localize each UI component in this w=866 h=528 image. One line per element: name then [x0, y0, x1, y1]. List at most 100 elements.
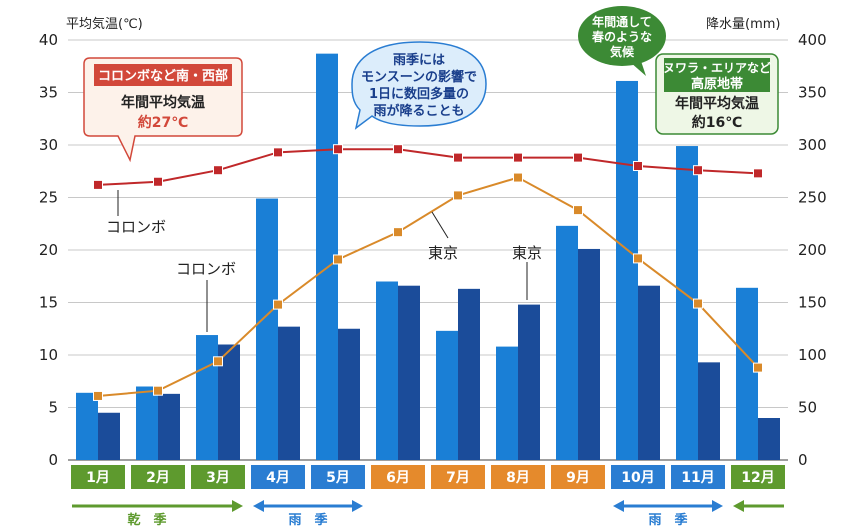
colombo-temp-point-9: [573, 152, 583, 163]
monsoon-bubble: 雨季には モンスーンの影響で 1日に数回多量の 雨が降ることも: [351, 41, 487, 130]
spring-line-1: 年間通して: [592, 14, 652, 29]
monsoon-line-1: 雨季には: [393, 52, 445, 68]
season-dry-1-arrowhead: [232, 500, 243, 512]
colombo-precip-bar-11: [676, 146, 698, 461]
colombo-precip-bar-10: [616, 80, 638, 460]
month-label-7: 7月: [446, 470, 470, 486]
month-label-1: 1月: [86, 470, 110, 486]
tokyo-precip-bar-12: [758, 418, 780, 460]
tokyo-temp-point-9: [573, 205, 583, 216]
spring-line-3: 気候: [610, 44, 635, 59]
tokyo-temp-point-4: [273, 299, 283, 310]
colombo-precip-bar-4: [256, 198, 278, 461]
colombo-callout-line1: 年間平均気温: [121, 94, 205, 111]
season-rain-1-label: 雨 季: [288, 512, 327, 528]
highland-callout-header-bg: [664, 58, 770, 92]
y-left-tick-15: 15: [39, 294, 58, 312]
month-box-5: [311, 465, 365, 489]
month-box-12: [731, 465, 785, 489]
month-box-7: [431, 465, 485, 489]
grid-lines: [68, 39, 788, 461]
colombo-temp-point-3: [213, 165, 223, 176]
tokyo-line-annotation: 東京: [428, 244, 458, 262]
tokyo-precip-bar-4: [278, 326, 300, 460]
month-label-3: 3月: [206, 470, 230, 486]
season-rain-1: 雨 季: [253, 500, 363, 528]
tokyo-temp-point-8: [513, 172, 523, 183]
colombo-temp-point-7: [453, 152, 463, 163]
series-annotations: コロンボ コロンボ 東京 東京: [106, 190, 542, 332]
month-label-10: 10月: [621, 470, 654, 486]
month-box-11: [671, 465, 725, 489]
colombo-precip-bar-7: [436, 330, 458, 460]
month-label-2: 2月: [146, 470, 170, 486]
y-right-tick-50: 50: [798, 399, 817, 417]
colombo-bar-annotation: コロンボ: [176, 260, 236, 278]
y-left-tick-35: 35: [39, 84, 58, 102]
season-rain-2-arrowhead-left: [613, 500, 624, 512]
monsoon-line-3: 1日に数回多量の: [369, 86, 469, 102]
spring-line-2: 春のような: [591, 29, 652, 44]
colombo-temp-point-4: [273, 147, 283, 158]
y-left-tick-25: 25: [39, 189, 58, 207]
month-label-4: 4月: [266, 470, 290, 486]
tokyo-precip-bar-1: [98, 412, 120, 460]
tokyo-temp-point-7: [453, 190, 463, 201]
colombo-precip-bar-2: [136, 386, 158, 460]
tokyo-precip-bar-5: [338, 328, 360, 460]
y-left-tick-40: 40: [39, 31, 58, 49]
colombo-temp-point-11: [693, 165, 703, 176]
temperature-lines: [93, 144, 763, 401]
y-right-tick-400: 400: [798, 31, 827, 49]
y-left-title: 平均気温(℃): [66, 16, 143, 32]
month-box-6: [371, 465, 425, 489]
colombo-precip-bar-6: [376, 281, 398, 460]
colombo-temp-line: [97, 148, 759, 186]
colombo-temp-point-10: [633, 161, 643, 171]
y-right-tick-200: 200: [798, 241, 827, 259]
month-label-12: 12月: [741, 470, 774, 486]
season-rain-1-arrowhead-left: [253, 500, 264, 512]
colombo-callout: コロンボなど南・西部 年間平均気温 約27℃: [83, 57, 243, 163]
colombo-callout-header-bg: [94, 64, 232, 86]
colombo-precip-bar-9: [556, 225, 578, 460]
colombo-callout-line2: 約27℃: [138, 114, 188, 131]
tokyo-temp-point-12: [753, 362, 763, 373]
tokyo-temp-point-1: [93, 390, 103, 401]
colombo-temp-point-2: [153, 176, 163, 187]
y-left-tick-10: 10: [39, 346, 58, 364]
tokyo-precip-bar-11: [698, 362, 720, 460]
month-label-6: 6月: [386, 470, 410, 486]
season-rain-2-arrowhead-right: [712, 500, 723, 512]
y-left-tick-0: 0: [48, 451, 58, 469]
month-label-11: 11月: [681, 470, 714, 486]
colombo-temp-point-12: [753, 168, 763, 179]
tokyo-precip-bar-10: [638, 285, 660, 460]
y-left-tick-30: 30: [39, 136, 58, 154]
highland-callout: ヌワラ・エリアなど 高原地帯 年間平均気温 約16℃: [655, 53, 779, 135]
tokyo-temp-point-10: [633, 253, 643, 264]
season-dry-1: 乾 季: [72, 500, 243, 528]
season-dry-2-arrowhead: [733, 500, 744, 512]
season-rain-1-arrowhead-right: [352, 500, 363, 512]
month-box-3: [191, 465, 245, 489]
y-right-tick-350: 350: [798, 84, 827, 102]
tokyo-precip-bar-2: [158, 393, 180, 460]
season-rain-2: 雨 季: [613, 500, 723, 528]
colombo-precip-bar-5: [316, 53, 338, 461]
tokyo-precip-bar-8: [518, 304, 540, 460]
month-labels: 1月 2月 3月 4月 5月 6月 7月 8月 9月 10月 11月 12月: [71, 465, 785, 489]
spring-bubble: 年間通して 春のような 気候: [578, 6, 666, 76]
precipitation-bars: [76, 53, 780, 461]
month-box-1: [71, 465, 125, 489]
month-label-5: 5月: [326, 470, 350, 486]
colombo-precip-bar-12: [736, 287, 758, 460]
tokyo-temp-point-11: [693, 298, 703, 309]
highland-callout-header2: 高原地帯: [691, 76, 743, 92]
y-left-tick-20: 20: [39, 241, 58, 259]
y-right-tick-150: 150: [798, 294, 827, 312]
tokyo-temp-point-3: [213, 356, 223, 367]
monsoon-line-2: モンスーンの影響で: [361, 69, 477, 85]
tokyo-temp-point-2: [153, 385, 163, 396]
